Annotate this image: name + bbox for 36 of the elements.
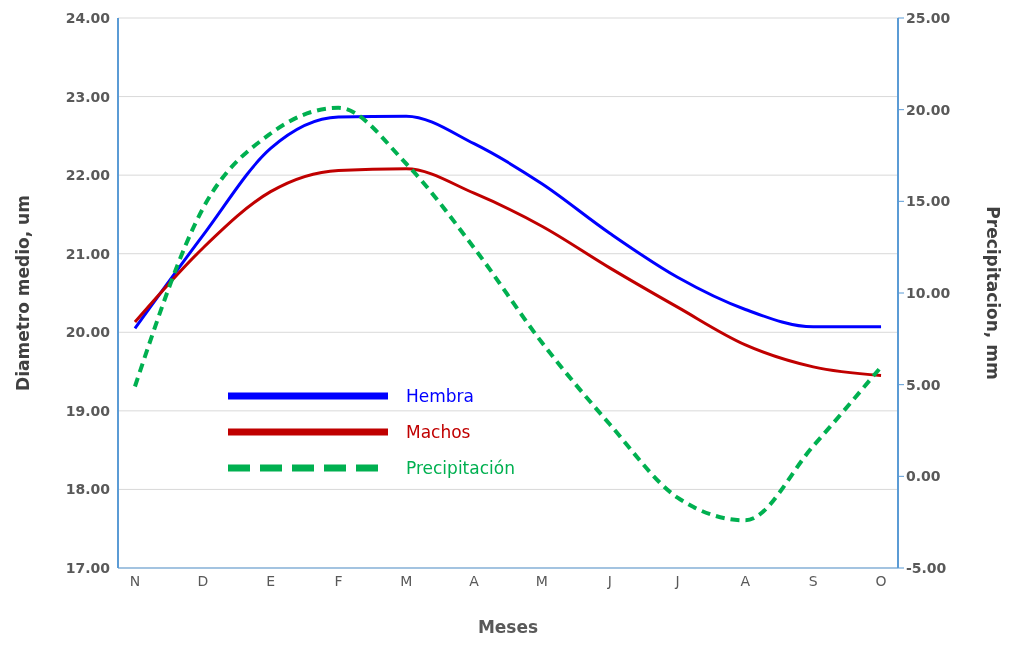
line-series [133, 114, 883, 330]
line-series [132, 105, 884, 523]
y2-tick-label: 0.00 [906, 468, 941, 485]
y-tick-label: 24.00 [65, 9, 111, 26]
y2-tick-label: 5.00 [906, 376, 941, 393]
x-tick-label: J [674, 572, 680, 589]
x-tick-label: E [266, 572, 276, 589]
y-tick-label: 19.00 [65, 402, 111, 419]
x-tick-label: A [469, 572, 480, 589]
x-tick-label: A [740, 572, 751, 589]
y2-tick-label: 10.00 [906, 284, 951, 301]
text: Hembra [406, 386, 474, 406]
x-tick-label: M [535, 572, 548, 589]
x-tick-label: D [197, 572, 209, 589]
y-tick-label: 21.00 [65, 245, 111, 262]
y2-axis-title: Precipitacion, mm [982, 206, 1003, 380]
y-tick-label: 18.00 [65, 481, 111, 498]
y2-tick-label: 20.00 [906, 101, 951, 118]
y2-tick-label: 25.00 [906, 9, 951, 26]
text: Machos [406, 422, 471, 442]
x-tick-label: J [606, 572, 612, 589]
text: Precipitación [406, 458, 515, 478]
y-tick-label: 23.00 [65, 88, 111, 105]
x-tick-label: F [334, 572, 343, 589]
y-tick-label: 22.00 [65, 167, 111, 184]
x-tick-label: M [400, 572, 413, 589]
x-tick-label: S [808, 572, 818, 589]
x-tick-label: N [129, 572, 141, 589]
y2-tick-label: -5.00 [906, 559, 947, 576]
line-series [133, 167, 883, 377]
y-tick-label: 20.00 [65, 324, 111, 341]
y-axis-title: Diametro medio, um [13, 195, 34, 391]
y-tick-label: 17.00 [65, 559, 111, 576]
y2-tick-label: 15.00 [906, 193, 951, 210]
x-axis-title: Meses [477, 617, 539, 637]
x-tick-label: O [875, 572, 887, 589]
